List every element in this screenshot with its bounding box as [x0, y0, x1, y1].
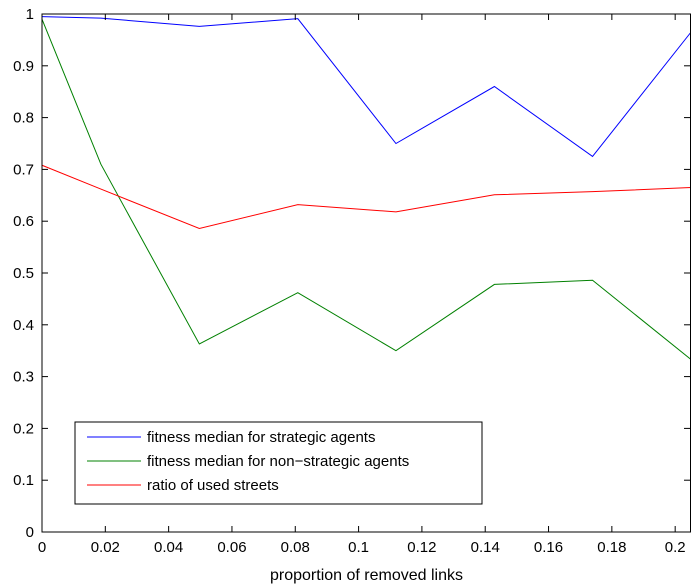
y-tick-label: 1 — [26, 6, 34, 23]
series-line-2 — [41, 18, 691, 360]
y-axis-ticks: 0 0.1 0.2 0.3 0.4 0.5 0.6 0.7 0.8 0.9 1 — [13, 6, 690, 541]
x-tick-label: 0.04 — [154, 539, 183, 556]
series-line-1 — [41, 16, 691, 158]
x-tick-label: 0.02 — [91, 539, 120, 556]
series-line-3 — [41, 164, 691, 229]
y-tick-label: 0.6 — [13, 213, 34, 230]
legend-label-2: fitness median for non−strategic agents — [147, 453, 409, 470]
x-tick-label: 0.14 — [471, 539, 500, 556]
y-tick-label: 0.3 — [13, 369, 34, 386]
y-tick-label: 0.5 — [13, 265, 34, 282]
y-tick-label: 0.8 — [13, 110, 34, 127]
y-tick-label: 0.2 — [13, 420, 34, 437]
y-tick-label: 0 — [26, 524, 34, 541]
legend-label-1: fitness median for strategic agents — [147, 429, 375, 446]
y-tick-label: 0.7 — [13, 161, 34, 178]
x-tick-label: 0.18 — [597, 539, 626, 556]
x-tick-label: 0.16 — [534, 539, 563, 556]
y-tick-label: 0.1 — [13, 472, 34, 489]
legend: fitness median for strategic agents fitne… — [74, 421, 483, 505]
x-tick-label: 0.1 — [348, 539, 369, 556]
x-axis-label: proportion of removed links — [270, 567, 463, 584]
x-axis-ticks: 0 0.02 0.04 0.06 0.08 0.1 0.12 0.14 0.16 0.18 0.2 — [38, 14, 686, 556]
x-tick-label: 0.06 — [217, 539, 246, 556]
x-tick-label: 0 — [38, 539, 46, 556]
y-tick-label: 0.9 — [13, 58, 34, 75]
x-tick-label: 0.12 — [407, 539, 436, 556]
y-tick-label: 0.4 — [13, 317, 34, 334]
x-tick-label: 0.2 — [665, 539, 686, 556]
series-layer — [41, 16, 691, 360]
legend-box — [74, 421, 483, 505]
x-tick-label: 0.08 — [281, 539, 310, 556]
legend-label-3: ratio of used streets — [147, 477, 279, 494]
